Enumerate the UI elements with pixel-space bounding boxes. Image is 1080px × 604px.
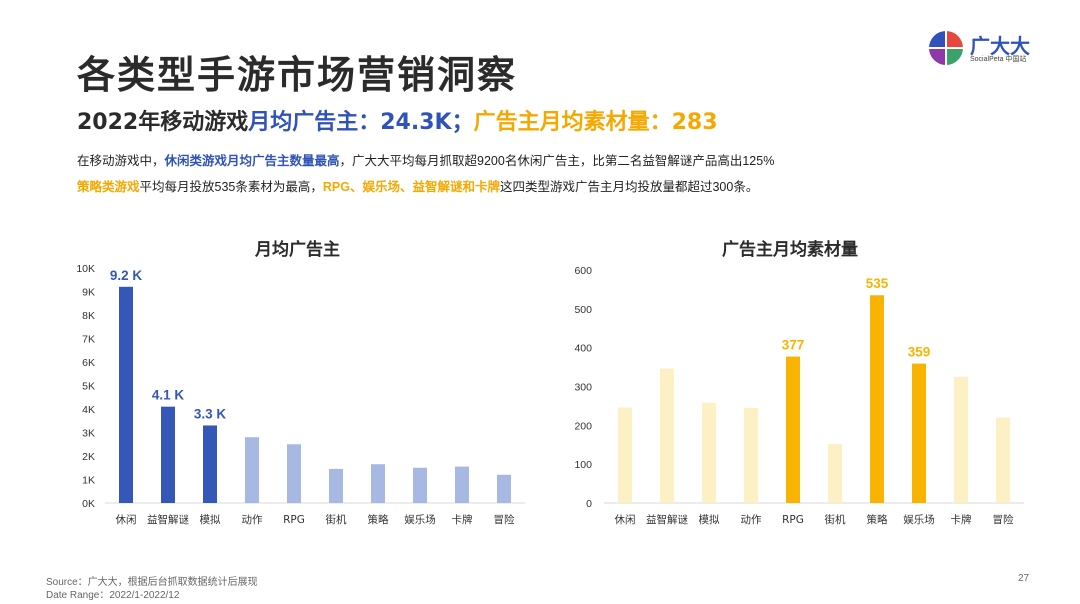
creatives-xtick-label: 策略 (867, 513, 888, 526)
creatives-ytick-label: 100 (574, 459, 592, 471)
advertisers-xtick-label: 动作 (242, 514, 263, 526)
advertisers-ytick-label: 4K (82, 404, 95, 416)
creatives-xtick-label: 卡牌 (951, 513, 972, 526)
advertisers-data-label: 3.3 K (194, 406, 227, 421)
desc-2-highlight-2: RPG、娱乐场、益智解谜和卡牌 (322, 180, 500, 194)
creatives-bar (912, 363, 926, 503)
logo: 广大大 SocialPeta 中国站 (926, 28, 1066, 68)
footer-source: Source：广大大，根据后台抓取数据统计后展现 (46, 577, 258, 588)
footer-date-range: Date Range：2022/1-2022/12 (46, 590, 180, 601)
advertisers-xtick-label: 休闲 (116, 513, 137, 526)
page-title: 各类型手游市场营销洞察 (77, 53, 518, 97)
advertisers-xtick-label: 益智解谜 (147, 513, 189, 526)
advertisers-xtick-label: 街机 (326, 513, 347, 526)
advertisers-ytick-label: 10K (76, 263, 95, 275)
desc-2-post: 这四类型游戏广告主月均投放量都超过300条。 (499, 180, 759, 194)
creatives-ytick-label: 400 (574, 343, 592, 355)
advertisers-ytick-label: 1K (82, 475, 95, 487)
creatives-xtick-label: 冒险 (993, 513, 1014, 526)
advertisers-ytick-label: 5K (82, 381, 95, 393)
advertisers-ytick-label: 8K (82, 310, 95, 322)
chart-title-advertisers: 月均广告主 (255, 240, 340, 260)
creatives-bar (744, 407, 758, 503)
advertisers-data-label: 9.2 K (110, 268, 143, 283)
creatives-xtick-label: RPG (782, 514, 804, 526)
advertisers-bar (455, 466, 469, 503)
advertisers-data-label: 4.1 K (152, 388, 185, 403)
advertisers-bar (245, 437, 259, 503)
creatives-xtick-label: 益智解谜 (646, 513, 688, 526)
advertisers-ytick-label: 3K (82, 428, 95, 440)
desc-1-pre: 在移动游戏中， (77, 154, 165, 168)
creatives-bar (996, 417, 1010, 503)
description-line-1: 在移动游戏中，休闲类游戏月均广告主数量最高，广大大平均每月抓取超9200名休闲广… (77, 150, 774, 169)
creatives-bar (660, 368, 674, 503)
advertisers-xtick-label: 冒险 (494, 513, 515, 526)
advertisers-ytick-label: 6K (82, 357, 95, 369)
creatives-bar (702, 402, 716, 503)
headline-prefix: 2022年移动游戏 (77, 110, 249, 135)
creatives-data-label: 359 (908, 345, 931, 360)
creatives-bar (786, 356, 800, 503)
advertisers-ytick-label: 0K (82, 498, 95, 510)
creatives-xtick-label: 休闲 (615, 513, 636, 526)
creatives-ytick-label: 500 (574, 304, 592, 316)
advertisers-xtick-label: 娱乐场 (404, 513, 436, 526)
advertisers-bar (203, 425, 217, 503)
advertisers-bar (371, 464, 385, 503)
advertisers-ytick-label: 7K (82, 334, 95, 346)
creatives-xtick-label: 模拟 (699, 513, 720, 526)
creatives-ytick-label: 300 (574, 382, 592, 394)
logo-subtitle: SocialPeta 中国站 (970, 56, 1027, 63)
advertisers-xtick-label: RPG (283, 514, 305, 526)
creatives-bar (618, 407, 632, 503)
chart-title-creatives: 广告主月均素材量 (722, 240, 858, 260)
creatives-data-label: 377 (782, 338, 805, 353)
advertisers-xtick-label: 卡牌 (452, 513, 473, 526)
advertisers-ytick-label: 2K (82, 451, 95, 463)
logo-icon (929, 31, 963, 65)
desc-1-post: ，广大大平均每月抓取超9200名休闲广告主，比第二名益智解谜产品高出125% (339, 154, 775, 168)
advertisers-bar (497, 474, 511, 503)
creatives-ytick-label: 200 (574, 420, 592, 432)
creatives-data-label: 535 (866, 276, 889, 291)
desc-1-highlight: 休闲类游戏月均广告主数量最高 (164, 154, 340, 168)
creatives-bar (828, 443, 842, 503)
creatives-bar (954, 376, 968, 503)
advertisers-bar (119, 286, 133, 503)
creatives-ytick-label: 0 (586, 498, 592, 510)
advertisers-bar (287, 444, 301, 503)
headline-advertisers: 月均广告主：24.3K； (248, 110, 474, 135)
creatives-xtick-label: 动作 (741, 514, 762, 526)
desc-2-mid: 平均每月投放535条素材为最高， (139, 180, 323, 194)
advertisers-bar (161, 406, 175, 503)
logo-name: 广大大 (970, 34, 1030, 58)
creatives-bar (870, 295, 884, 503)
creatives-ytick-label: 600 (574, 265, 592, 277)
creatives-xtick-label: 街机 (825, 513, 846, 526)
desc-2-highlight-1: 策略类游戏 (77, 180, 140, 194)
headline: 2022年移动游戏月均广告主：24.3K；广告主月均素材量：283 (77, 104, 718, 136)
advertisers-xtick-label: 策略 (368, 513, 389, 526)
headline-creatives: 广告主月均素材量：283 (473, 110, 718, 135)
advertisers-xtick-label: 模拟 (200, 513, 221, 526)
page-number: 27 (1018, 573, 1030, 584)
creatives-xtick-label: 娱乐场 (903, 513, 935, 526)
advertisers-bar (413, 467, 427, 503)
advertisers-bar (329, 468, 343, 503)
description-line-2: 策略类游戏平均每月投放535条素材为最高，RPG、娱乐场、益智解谜和卡牌这四类型… (77, 176, 758, 195)
advertisers-ytick-label: 9K (82, 287, 95, 299)
